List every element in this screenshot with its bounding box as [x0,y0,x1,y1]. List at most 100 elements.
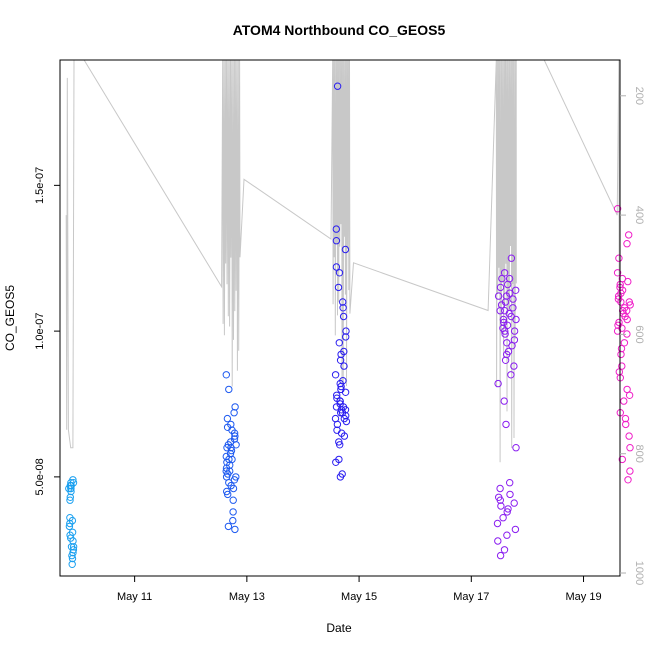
right-tick-label: 1000 [633,561,645,585]
data-point [615,368,623,376]
data-point [497,502,505,510]
data-point [68,560,76,568]
data-point [342,333,350,341]
right-tick-label: 200 [633,87,645,105]
data-point [625,432,633,440]
data-point [503,339,511,347]
data-point [493,519,502,528]
data-point [625,298,633,306]
right-tick-label: 400 [633,206,645,224]
data-point [501,330,509,338]
axes-layer: May 11 May 13 May 15 May 17 May 19 5.0e-08 1.0… [34,59,645,603]
y-tick-label: 1.0e-07 [34,312,46,349]
data-point [66,519,74,528]
data-point [332,263,341,271]
data-point [499,514,507,522]
data-point [625,231,633,239]
data-point [623,307,631,315]
data-point [223,423,232,431]
right-tick-label: 800 [633,445,645,463]
data-point [227,481,235,490]
pressure-layer [65,60,620,463]
data-point [624,476,632,484]
x-tick-label: May 19 [565,591,601,603]
data-point [229,508,237,516]
data-point [342,327,350,335]
y-tick-label: 1.5e-07 [34,167,46,204]
data-point [67,534,75,542]
data-point [502,420,510,429]
data-point [230,476,239,484]
data-point [623,240,631,248]
data-point [494,379,502,388]
data-point [500,546,509,554]
data-point [501,327,509,335]
data-point [66,496,74,504]
series-3 [493,254,520,560]
data-point [331,371,340,379]
series-4 [613,205,634,484]
data-point [615,254,623,262]
data-point [504,347,513,356]
data-point [222,371,231,379]
data-point [496,551,505,560]
points-layer [65,82,634,568]
data-point [625,391,634,399]
data-point [225,385,233,394]
data-point [67,484,75,493]
data-point [333,82,342,90]
data-point [622,420,630,429]
data-point [230,429,239,437]
data-point [613,269,622,277]
data-point [223,414,232,423]
data-point [231,432,239,440]
data-point [626,301,634,309]
series-1 [222,371,240,534]
data-point [332,225,340,233]
data-point [223,487,231,496]
data-point [496,283,505,292]
data-point [66,481,75,490]
data-point [227,446,236,455]
data-point [620,339,629,347]
data-point [498,274,506,283]
data-point [509,295,517,303]
data-point [617,298,625,306]
data-point [229,516,237,525]
data-point [626,467,634,475]
series-2 [331,82,351,481]
data-point [617,344,626,353]
data-point [505,274,514,283]
data-point [225,455,233,464]
data-point [339,312,348,321]
data-point [68,551,76,560]
data-point [224,522,233,531]
x-axis-label: Date [326,621,352,635]
data-point [621,414,630,423]
chart-title: ATOM4 Northbound CO_GEOS5 [233,22,446,38]
data-point [337,350,345,359]
data-point [339,298,347,306]
data-point [68,554,77,563]
data-point [229,496,237,504]
data-point [510,499,518,507]
data-point [613,205,622,213]
data-point [339,304,347,312]
data-point [501,307,509,315]
data-point [66,493,75,501]
data-point [336,397,344,405]
data-point [510,327,519,335]
data-point [336,441,344,449]
data-point [340,414,348,423]
data-point [507,254,516,262]
data-point [499,315,508,324]
right-tick-label: 600 [633,325,645,343]
data-point [226,467,234,475]
data-point [500,397,508,405]
data-point [335,438,343,446]
data-point [624,277,632,286]
data-point [494,292,503,300]
data-point [222,473,231,481]
data-point [502,292,511,300]
